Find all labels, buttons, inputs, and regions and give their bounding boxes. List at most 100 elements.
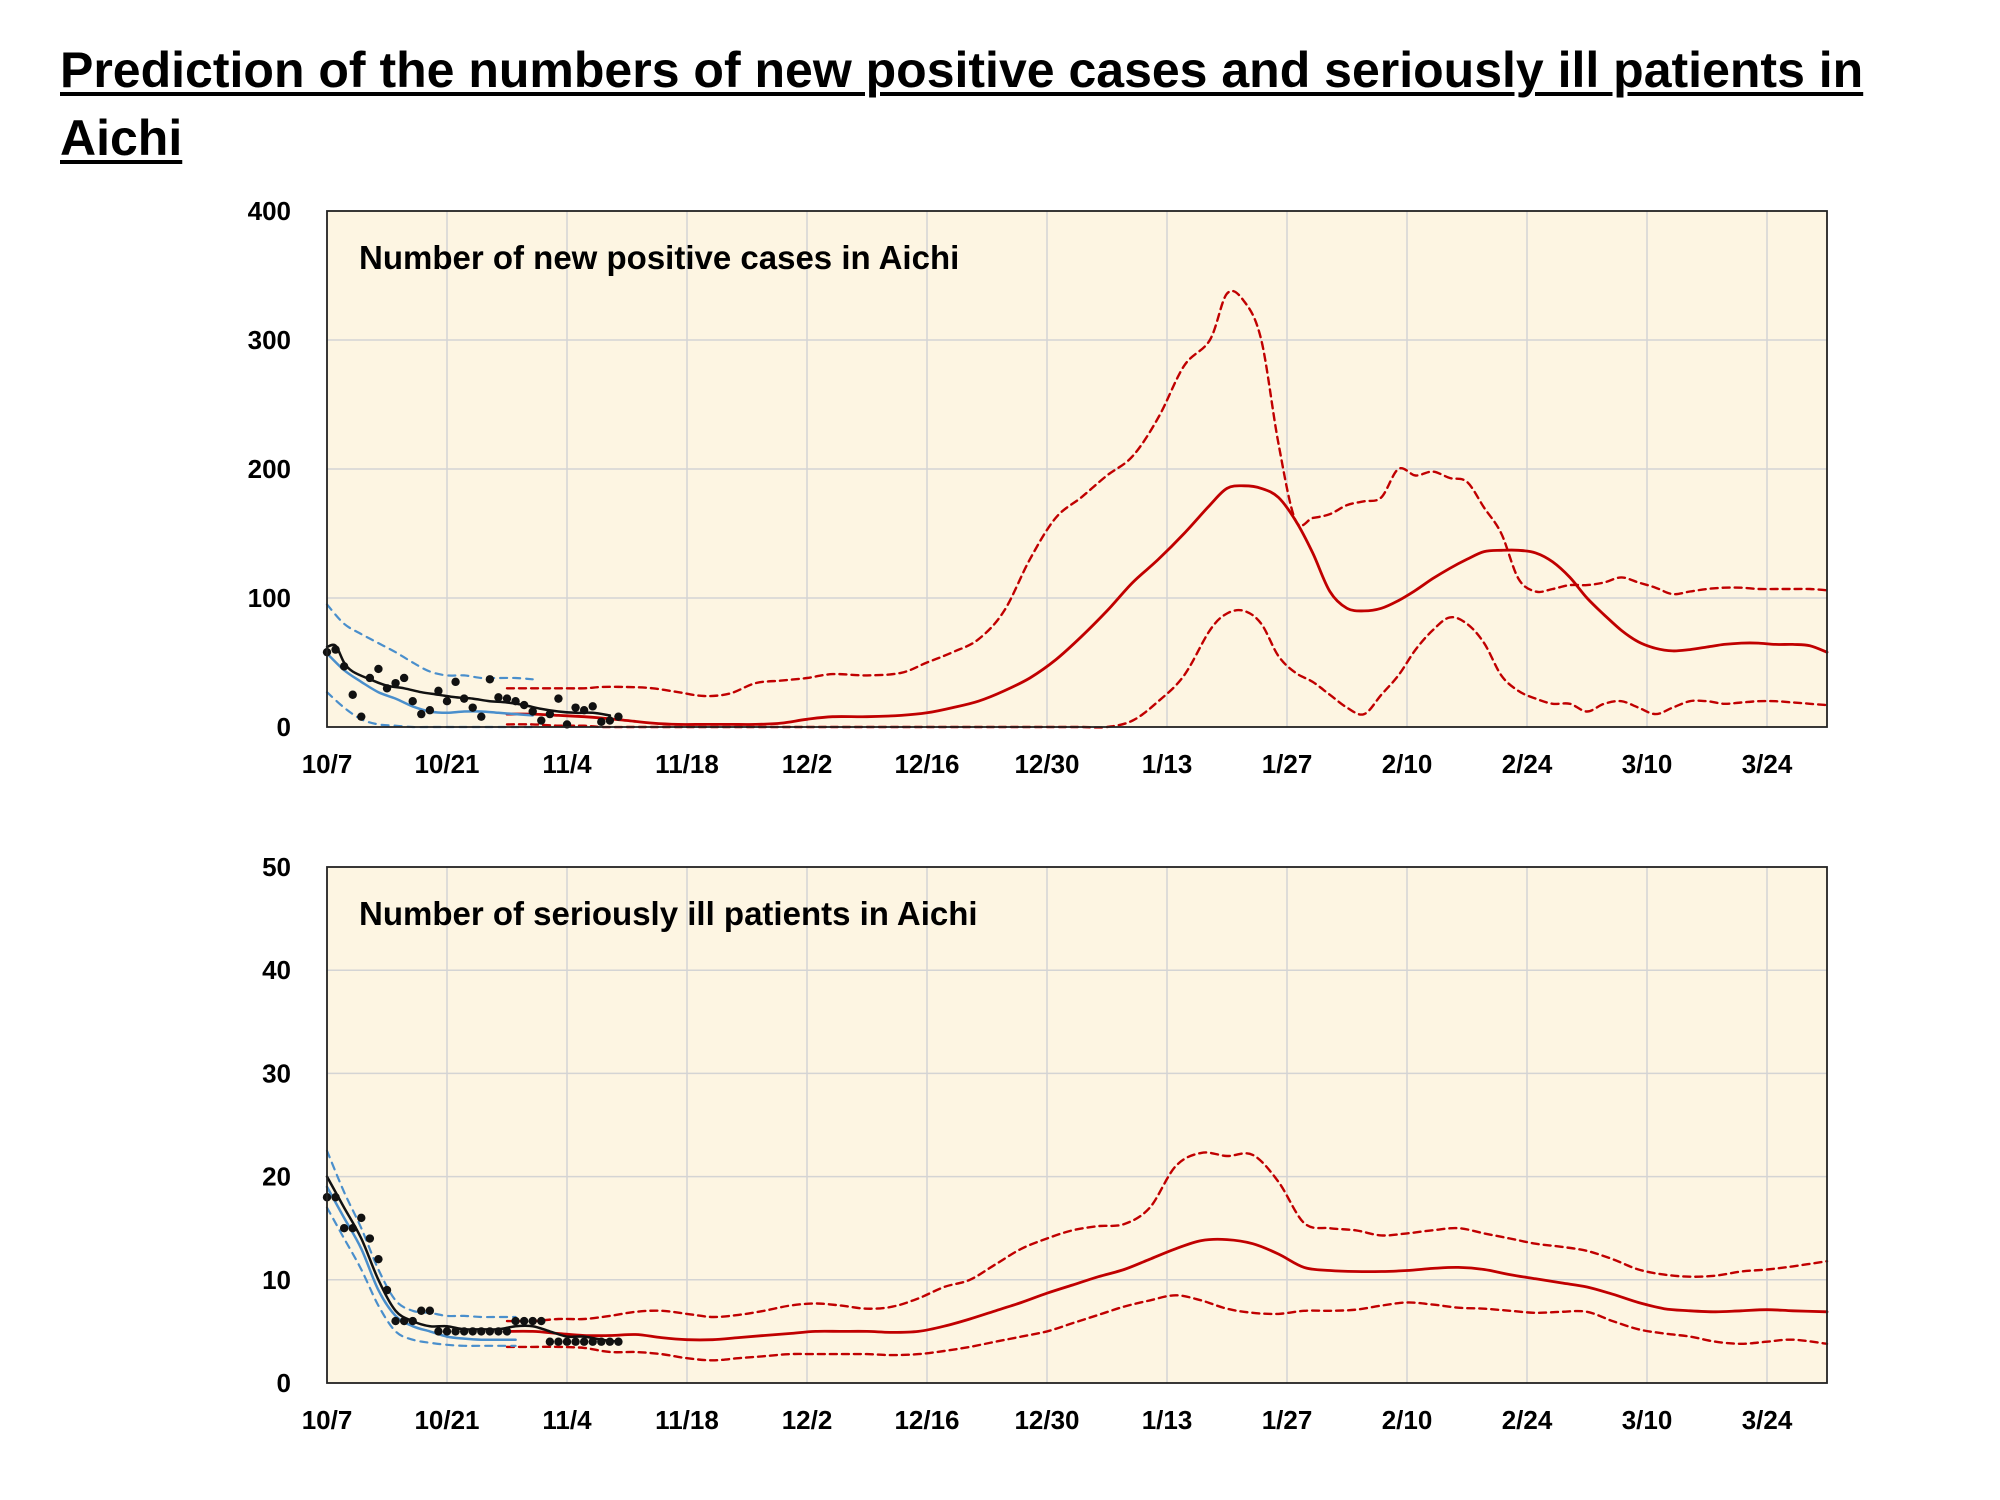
observed-point: [417, 1306, 426, 1315]
x-tick-label: 11/18: [655, 749, 719, 779]
observed-point: [614, 1337, 623, 1346]
series-line-prediction: [505, 484, 1829, 726]
observed-point: [382, 1285, 392, 1295]
y-tick-label: 100: [248, 583, 291, 613]
series-line-prediction-bound: [505, 1151, 1829, 1323]
series-line-prediction-bound: [505, 289, 1829, 698]
x-tick-label: 12/16: [894, 1405, 959, 1435]
x-tick-label: 12/30: [1014, 1405, 1079, 1435]
observed-point: [579, 1337, 589, 1346]
page-title: Prediction of the numbers of new positiv…: [60, 42, 1864, 166]
x-tick-label: 10/7: [302, 1405, 353, 1435]
observed-point: [459, 1327, 469, 1336]
observed-point: [442, 1327, 452, 1336]
observed-point: [605, 716, 615, 725]
observed-point: [374, 664, 383, 674]
x-tick-label: 2/24: [1502, 749, 1553, 779]
y-tick-label: 0: [277, 712, 291, 742]
x-tick-label: 10/21: [414, 749, 479, 779]
x-tick-label: 11/18: [655, 1405, 719, 1435]
x-tick-label: 2/10: [1382, 749, 1433, 779]
observed-point: [588, 702, 597, 711]
observed-point: [331, 1193, 340, 1202]
series-line-fit-bound: [325, 1206, 517, 1347]
observed-point: [485, 1327, 495, 1336]
x-tick-label: 1/27: [1262, 1405, 1313, 1435]
x-tick-label: 1/13: [1142, 1405, 1193, 1435]
observed-point: [477, 1327, 486, 1336]
series-line-fit-bound: [325, 1149, 517, 1319]
y-tick-label: 0: [277, 1368, 291, 1398]
series-line-fit: [325, 1185, 517, 1341]
observed-point: [339, 1224, 349, 1233]
observed-point: [425, 1306, 435, 1315]
observed-point: [494, 1327, 503, 1336]
y-tick-label: 50: [262, 852, 291, 882]
observed-point: [545, 709, 555, 719]
observed-point: [468, 703, 477, 712]
x-tick-label: 1/27: [1262, 749, 1313, 779]
observed-point: [391, 678, 400, 688]
observed-point: [588, 1337, 597, 1346]
observed-point: [579, 706, 589, 715]
observed-point: [434, 686, 443, 696]
observed-point: [451, 1327, 460, 1336]
chart-title: Number of new positive cases in Aichi: [359, 239, 959, 276]
observed-point: [571, 1337, 580, 1346]
observed-point: [459, 694, 469, 703]
observed-point: [399, 673, 409, 683]
x-tick-label: 11/4: [542, 749, 592, 779]
chart-title: Number of seriously ill patients in Aich…: [359, 895, 978, 932]
observed-point: [528, 707, 537, 716]
x-tick-label: 1/13: [1142, 749, 1193, 779]
x-tick-label: 12/2: [782, 1405, 833, 1435]
y-tick-label: 40: [262, 955, 291, 985]
observed-point: [408, 697, 417, 706]
y-tick-label: 300: [248, 325, 291, 355]
observed-point: [537, 1316, 546, 1326]
y-tick-label: 10: [262, 1265, 291, 1295]
x-tick-label: 10/7: [302, 749, 353, 779]
series-line-fit-bound: [325, 603, 534, 681]
observed-point: [348, 690, 357, 699]
y-tick-label: 200: [248, 454, 291, 484]
series-line-prediction: [505, 1237, 1829, 1342]
x-tick-label: 12/16: [894, 749, 959, 779]
observed-point: [511, 1316, 520, 1326]
observed-point: [502, 1327, 512, 1336]
observed-point: [365, 673, 375, 683]
observed-point: [434, 1327, 443, 1336]
observed-point: [331, 645, 340, 654]
observed-point: [511, 697, 520, 706]
observed-point: [597, 717, 606, 727]
observed-point: [451, 677, 460, 687]
observed-point: [339, 662, 349, 671]
observed-point: [485, 675, 495, 684]
plot-frame: [326, 866, 1828, 1384]
new-cases-chart: 0 100 200 300 400 10/7 10/21 11/4 11/18 12/2 12/16…: [248, 196, 1829, 779]
observed-point: [374, 1254, 383, 1264]
y-tick-label: 20: [262, 1162, 291, 1192]
observed-point: [442, 697, 452, 706]
observed-point: [468, 1327, 477, 1336]
observed-point: [357, 712, 366, 721]
observed-point: [605, 1337, 615, 1346]
y-tick-label: 30: [262, 1058, 291, 1088]
plot-frame: [326, 210, 1828, 728]
observed-point: [348, 1224, 357, 1233]
series-line-prediction-bound: [505, 1294, 1829, 1362]
observed-point: [519, 1316, 529, 1326]
observed-point: [562, 1337, 572, 1346]
observed-point: [391, 1316, 400, 1326]
observed-point: [365, 1234, 375, 1243]
observed-point: [408, 1316, 417, 1326]
x-tick-label: 10/21: [414, 1405, 479, 1435]
observed-point: [425, 706, 435, 715]
observed-point: [357, 1213, 366, 1223]
observed-point: [554, 1337, 563, 1346]
observed-point: [494, 693, 503, 702]
x-tick-label: 2/24: [1502, 1405, 1553, 1435]
x-tick-label: 3/10: [1622, 1405, 1673, 1435]
observed-point: [528, 1316, 537, 1326]
observed-point: [554, 694, 563, 703]
